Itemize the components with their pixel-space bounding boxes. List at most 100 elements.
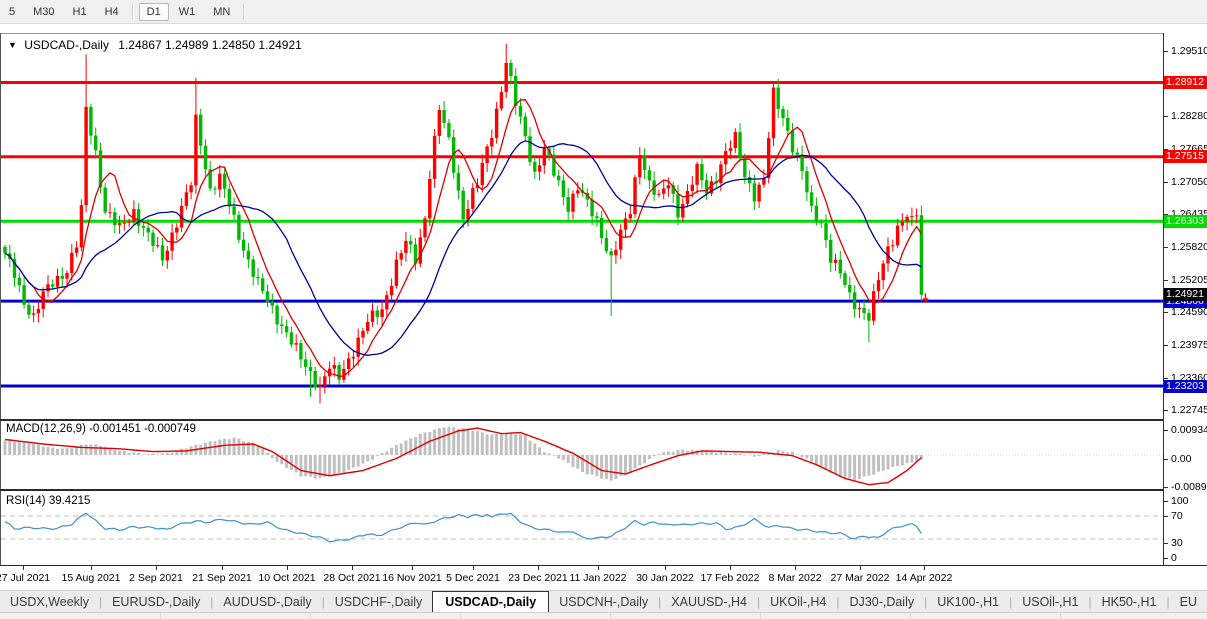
strip-separator xyxy=(310,613,311,619)
main-chart-svg[interactable] xyxy=(1,34,1163,419)
axis-tick xyxy=(1164,279,1168,281)
rsi-panel[interactable] xyxy=(1,491,1163,565)
axis-tick xyxy=(1164,410,1168,412)
panel-separator[interactable] xyxy=(0,489,1207,491)
time-axis-tick xyxy=(730,566,731,570)
time-axis-tick xyxy=(23,566,24,570)
tab-audusd-daily[interactable]: AUDUSD-,Daily xyxy=(223,595,312,609)
date-label: 23 Dec 2021 xyxy=(508,572,568,584)
timeframe-button-h4[interactable]: H4 xyxy=(104,5,119,18)
axis-tick xyxy=(1164,487,1168,488)
price-axis[interactable]: 1.295101.282801.276651.270501.264351.258… xyxy=(1164,33,1207,565)
date-label: 28 Oct 2021 xyxy=(323,572,381,584)
chart-tab-bar: USDX,Weekly | EURUSD-,Daily | AUDUSD-,Daily |… xyxy=(0,590,1207,614)
date-label: 27 Jul 2021 xyxy=(0,572,51,584)
axis-tick xyxy=(1164,148,1168,150)
chart-title: ▼ USDCAD-,Daily 1.24867 1.24989 1.24850 … xyxy=(8,38,302,52)
axis-tick xyxy=(1164,558,1168,560)
time-axis-tick xyxy=(795,566,796,570)
price-level-badge: 1.24921 xyxy=(1164,288,1207,302)
chevron-down-icon[interactable]: ▼ xyxy=(8,40,17,50)
tab-separator: | xyxy=(1088,595,1092,609)
time-axis-tick xyxy=(473,566,474,570)
time-axis-tick xyxy=(860,566,861,570)
time-axis-tick xyxy=(287,566,288,570)
price-tick-label: 100 xyxy=(1171,494,1189,507)
tab-xauusd-h4[interactable]: XAUUSD-,H4 xyxy=(671,595,747,609)
toolbar-separator xyxy=(243,3,246,20)
tab-dj30-daily[interactable]: DJ30-,Daily xyxy=(849,595,915,609)
timeframe-button-w1[interactable]: W1 xyxy=(178,5,196,18)
strip-separator xyxy=(460,613,461,619)
date-label: 27 Mar 2022 xyxy=(830,572,890,584)
date-label: 30 Jan 2022 xyxy=(636,572,694,584)
rsi-indicator-label: RSI(14) 39.4215 xyxy=(6,495,91,507)
macd-chart-svg[interactable] xyxy=(1,421,1163,489)
price-tick-label: -0.008902 xyxy=(1171,481,1207,493)
price-level-badge: 1.26303 xyxy=(1164,214,1207,228)
time-axis[interactable]: 27 Jul 2021 15 Aug 2021 2 Sep 2021 21 Sep 2… xyxy=(0,566,1163,590)
axis-tick xyxy=(1164,312,1168,314)
tab-usoil-h1[interactable]: USOil-,H1 xyxy=(1022,595,1079,609)
price-tick-label: 1.23975 xyxy=(1171,339,1207,351)
date-label: 21 Sep 2021 xyxy=(192,572,252,584)
time-axis-tick xyxy=(598,566,599,570)
price-tick-label: 1.25205 xyxy=(1171,273,1207,286)
tab-separator: | xyxy=(1166,595,1170,609)
tab-separator: | xyxy=(98,595,103,609)
strip-separator xyxy=(760,613,761,619)
tab-usdx-weekly[interactable]: USDX,Weekly xyxy=(10,595,89,609)
strip-separator xyxy=(1060,613,1061,619)
panel-separator xyxy=(0,565,1207,566)
tab-eu[interactable]: EU xyxy=(1179,595,1197,609)
timeframe-button-m30[interactable]: M30 xyxy=(33,5,55,18)
chart-top-border xyxy=(0,33,1164,34)
tab-separator: | xyxy=(210,595,214,609)
main-price-panel[interactable] xyxy=(1,34,1163,419)
axis-tick xyxy=(1164,246,1168,248)
toolbar-separator xyxy=(131,3,134,20)
tab-eurusd-daily[interactable]: EURUSD-,Daily xyxy=(112,595,201,609)
tab-separator: | xyxy=(658,595,662,609)
time-axis-tick xyxy=(665,566,666,570)
timeframe-button-mn[interactable]: MN xyxy=(213,5,231,18)
axis-tick xyxy=(1164,116,1168,118)
price-tick-label: 1.28280 xyxy=(1171,110,1207,123)
date-label: 11 Jan 2022 xyxy=(569,572,627,584)
chart-ohlc-values: 1.24867 1.24989 1.24850 1.24921 xyxy=(118,38,302,52)
price-tick-label: 0.009345 xyxy=(1171,423,1207,436)
time-axis-tick xyxy=(91,566,92,570)
tab-hk50-h1[interactable]: HK50-,H1 xyxy=(1101,595,1157,609)
price-level-badge: 1.28912 xyxy=(1164,76,1207,89)
price-tick-label: 1.22745 xyxy=(1171,404,1207,417)
macd-panel[interactable] xyxy=(1,421,1163,489)
date-label: 2 Sep 2021 xyxy=(129,572,183,584)
tab-usdcad-daily[interactable]: USDCAD-,Daily xyxy=(432,590,550,614)
date-label: 8 Mar 2022 xyxy=(768,572,822,584)
axis-tick xyxy=(1164,377,1168,379)
strip-separator xyxy=(610,613,611,619)
tab-uk100-h1[interactable]: UK100-,H1 xyxy=(937,595,1000,609)
time-axis-tick xyxy=(412,566,413,570)
price-axis-line xyxy=(1163,33,1164,565)
price-tick-label: 1.29510 xyxy=(1171,44,1207,57)
chart-left-border xyxy=(0,33,1,565)
rsi-chart-svg[interactable] xyxy=(1,491,1163,565)
price-level-badge: 1.27515 xyxy=(1164,150,1207,164)
axis-tick xyxy=(1164,50,1168,52)
tab-usdchf-daily[interactable]: USDCHF-,Daily xyxy=(334,595,423,609)
price-tick-label: 0.00 xyxy=(1171,452,1192,465)
strip-separator xyxy=(160,613,161,619)
tab-usdcnh-daily[interactable]: USDCNH-,Daily xyxy=(559,595,649,609)
tab-separator: | xyxy=(836,595,840,609)
price-level-badge: 1.23203 xyxy=(1164,379,1207,393)
timeframe-button-h1[interactable]: H1 xyxy=(72,5,87,18)
price-tick-label: 1.24590 xyxy=(1171,306,1207,319)
timeframe-button-5[interactable]: 5 xyxy=(9,5,16,18)
timeframe-button-d1[interactable]: D1 xyxy=(138,2,169,21)
price-tick-label: 1.27050 xyxy=(1171,175,1207,188)
tab-ukoil-h4[interactable]: UKOil-,H4 xyxy=(770,595,827,609)
axis-tick xyxy=(1164,181,1168,183)
panel-separator[interactable] xyxy=(0,419,1207,421)
date-label: 16 Nov 2021 xyxy=(382,572,442,584)
